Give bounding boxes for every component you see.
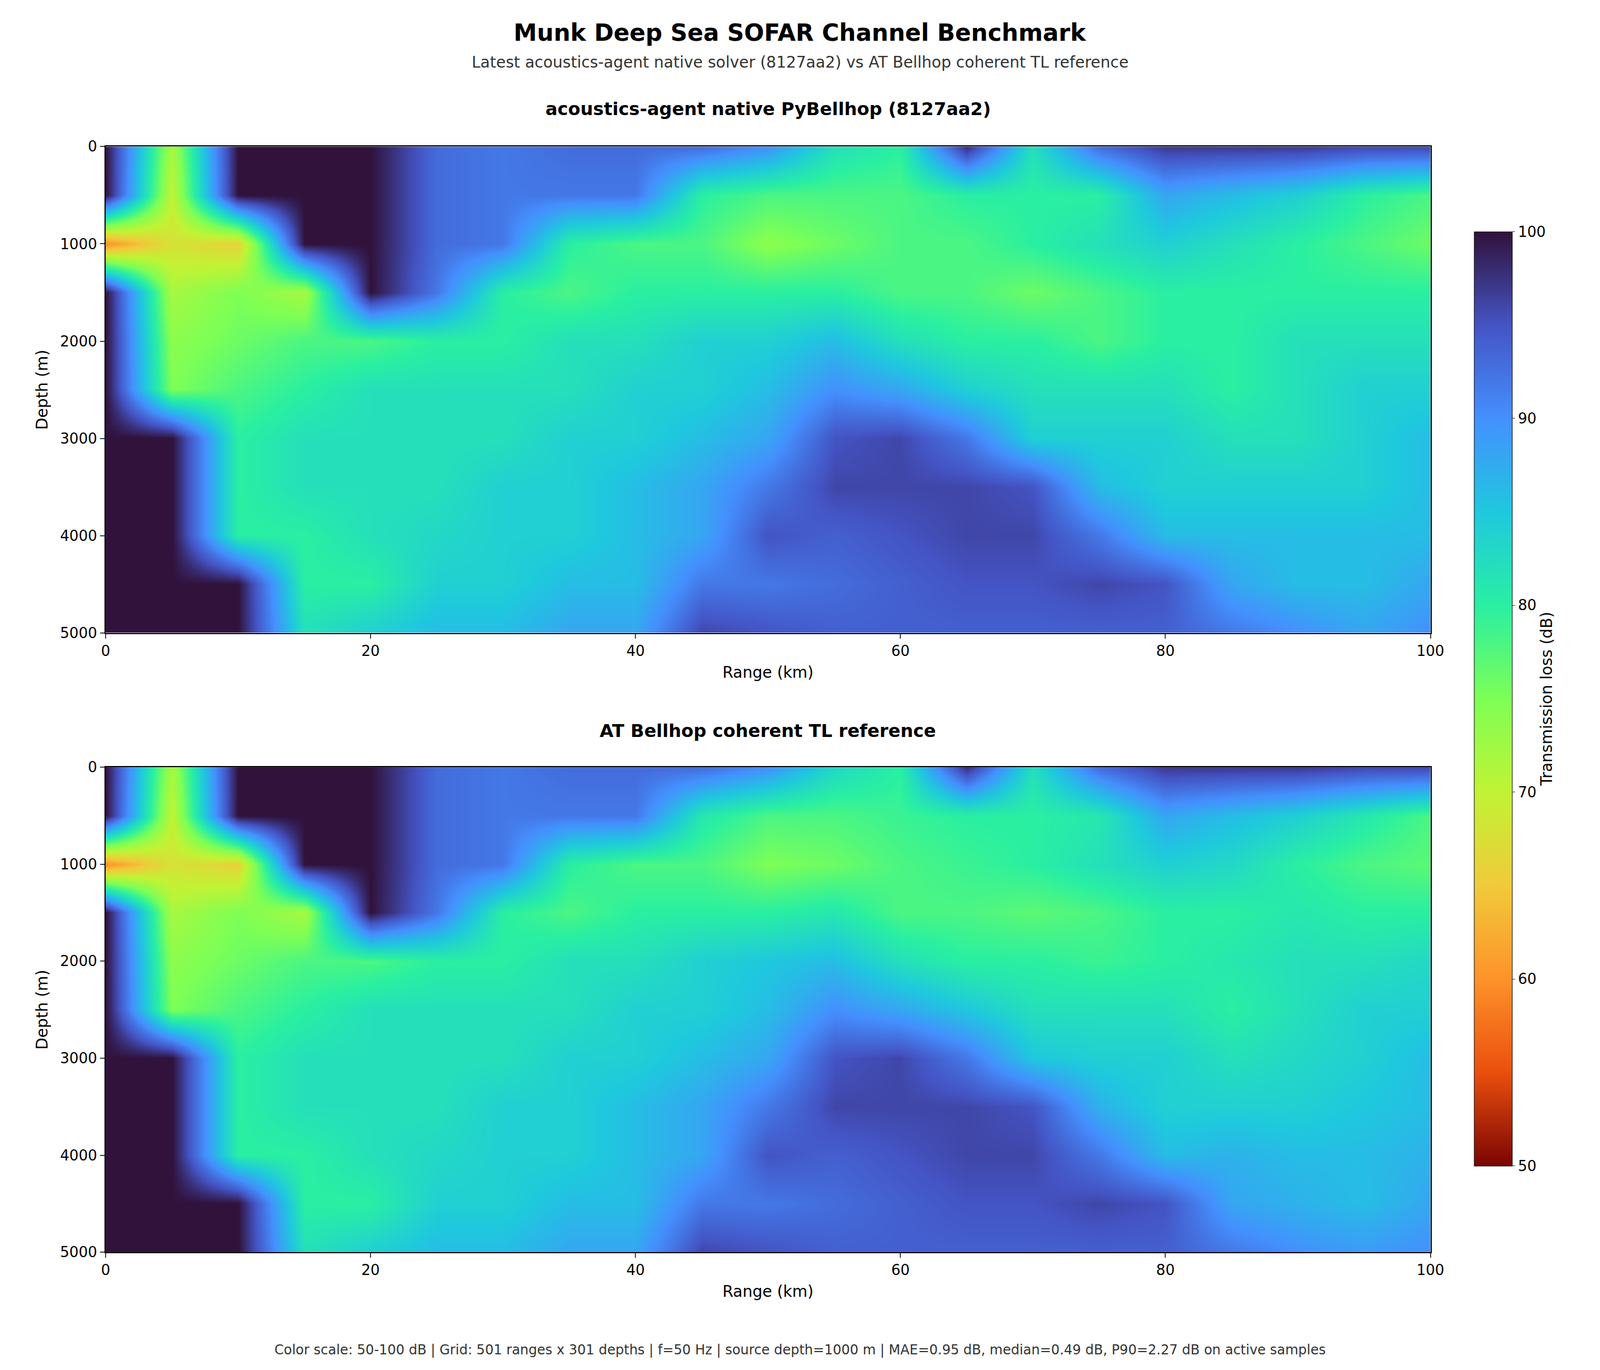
svg-text:20: 20 [361, 642, 381, 660]
svg-text:Depth (m): Depth (m) [32, 969, 52, 1050]
svg-text:2000: 2000 [60, 333, 98, 350]
svg-text:Transmission loss (dB): Transmission loss (dB) [1537, 611, 1556, 787]
svg-text:Latest acoustics-agent native: Latest acoustics-agent native solver (81… [471, 53, 1129, 72]
svg-text:0: 0 [101, 1261, 111, 1279]
svg-text:40: 40 [626, 642, 645, 660]
svg-text:90: 90 [1517, 410, 1537, 427]
svg-text:80: 80 [1156, 642, 1175, 660]
svg-text:AT Bellhop coherent TL referen: AT Bellhop coherent TL reference [599, 720, 937, 742]
svg-text:3000: 3000 [60, 1050, 98, 1067]
svg-text:100: 100 [1416, 642, 1445, 660]
svg-text:5000: 5000 [60, 624, 98, 642]
svg-text:Range (km): Range (km) [722, 663, 814, 682]
svg-text:60: 60 [891, 642, 910, 660]
svg-text:Color scale: 50-100 dB | Grid:: Color scale: 50-100 dB | Grid: 501 range… [274, 1342, 1326, 1359]
svg-text:100: 100 [1517, 223, 1546, 241]
svg-text:20: 20 [361, 1261, 381, 1279]
svg-text:Range (km): Range (km) [722, 1282, 814, 1302]
svg-text:80: 80 [1156, 1261, 1175, 1279]
svg-text:1000: 1000 [60, 856, 98, 873]
svg-text:acoustics-agent native PyBellh: acoustics-agent native PyBellhop (8127aa… [545, 98, 991, 120]
svg-text:0: 0 [87, 758, 98, 776]
svg-text:1000: 1000 [60, 235, 98, 253]
svg-text:3000: 3000 [60, 430, 98, 448]
svg-text:4000: 4000 [60, 1147, 98, 1165]
svg-text:Depth (m): Depth (m) [32, 349, 52, 430]
svg-text:5000: 5000 [60, 1244, 98, 1261]
svg-text:60: 60 [1517, 970, 1537, 988]
svg-text:Munk Deep Sea SOFAR Channel Be: Munk Deep Sea SOFAR Channel Benchmark [513, 19, 1087, 47]
svg-text:4000: 4000 [60, 527, 98, 545]
svg-text:2000: 2000 [60, 952, 98, 970]
svg-text:50: 50 [1517, 1157, 1537, 1175]
svg-text:100: 100 [1416, 1261, 1445, 1279]
svg-text:0: 0 [101, 642, 111, 660]
svg-text:40: 40 [626, 1261, 645, 1279]
svg-text:80: 80 [1517, 596, 1537, 614]
svg-text:0: 0 [87, 138, 98, 155]
svg-text:70: 70 [1517, 784, 1537, 801]
svg-text:60: 60 [891, 1261, 910, 1279]
